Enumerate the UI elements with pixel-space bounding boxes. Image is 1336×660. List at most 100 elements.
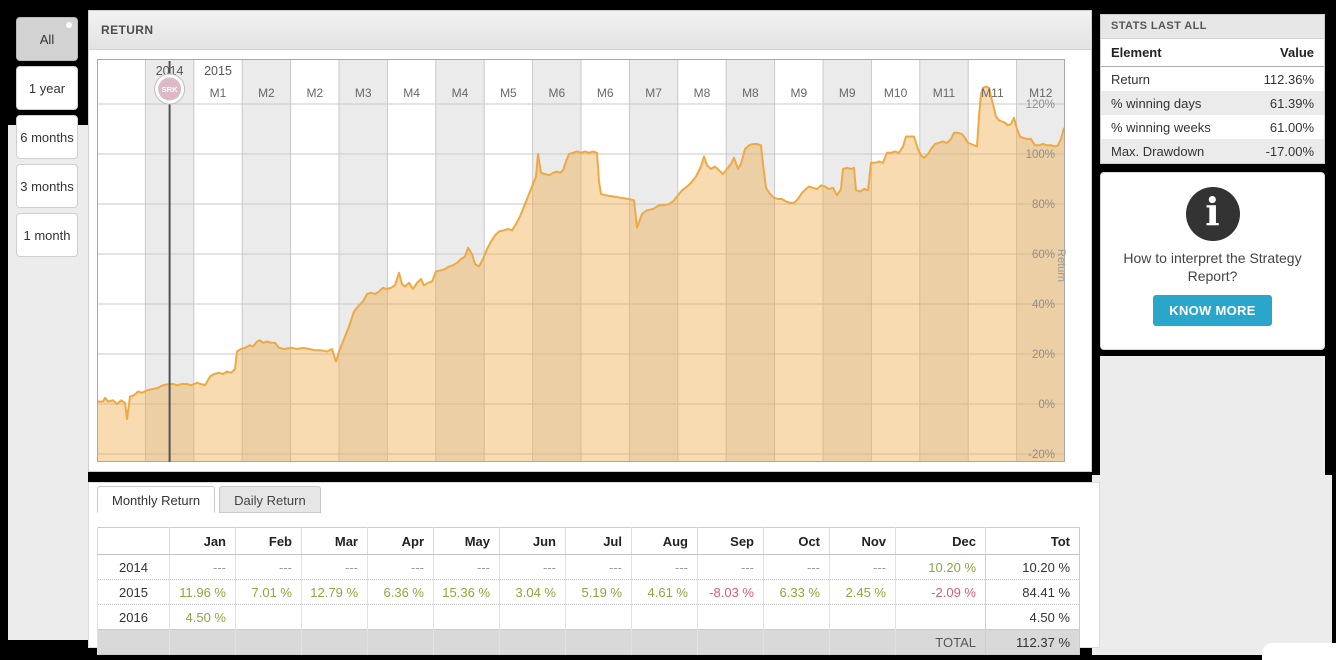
stat-value: 112.36% xyxy=(1263,71,1314,87)
month-col-header: Jun xyxy=(499,527,566,555)
stats-panel-title: STATS LAST ALL xyxy=(1101,15,1324,39)
info-icon: i xyxy=(1185,187,1240,241)
month-return-cell: 3.04 % xyxy=(499,579,566,605)
month-return-cell xyxy=(565,604,632,630)
month-return-cell: --- xyxy=(367,554,434,580)
month-return-cell: 4.61 % xyxy=(631,579,698,605)
stat-element: Return xyxy=(1111,71,1151,87)
month-label: M10 xyxy=(884,86,908,100)
month-col-header: Mar xyxy=(301,527,368,555)
stat-value: 61.00% xyxy=(1269,119,1314,135)
month-return-cell: -2.09 % xyxy=(895,579,986,605)
month-return-cell xyxy=(499,604,566,630)
y-axis-title: Return xyxy=(1055,249,1067,283)
tab-daily-return[interactable]: Daily Return xyxy=(219,486,321,513)
month-return-cell: 6.33 % xyxy=(763,579,830,605)
stats-row: Return 112.36% xyxy=(1101,67,1324,91)
month-return-cell: 11.96 % xyxy=(169,579,236,605)
year-cell: 2016 xyxy=(97,604,170,630)
returns-table-panel: Monthly Return Daily Return Jan Feb Mar Apr M… xyxy=(88,482,1100,655)
strategy-marker-label: SRK xyxy=(162,85,178,94)
help-info-card: i How to interpret the Strategy Report? … xyxy=(1100,172,1325,350)
month-return-cell: 2.45 % xyxy=(829,579,896,605)
month-return-cell: --- xyxy=(499,554,566,580)
month-col-header: May xyxy=(433,527,500,555)
know-more-button[interactable]: KNOW MORE xyxy=(1153,295,1272,326)
month-return-cell xyxy=(829,604,896,630)
month-return-cell xyxy=(697,604,764,630)
month-return-cell: --- xyxy=(565,554,632,580)
y-tick-label: 40% xyxy=(1032,299,1055,311)
month-return-cell: --- xyxy=(763,554,830,580)
month-return-cell: 15.36 % xyxy=(433,579,500,605)
month-label: M9 xyxy=(839,86,856,100)
month-label: M7 xyxy=(645,86,662,100)
month-label: M6 xyxy=(597,86,614,100)
y-tick-label: 0% xyxy=(1038,399,1055,411)
empty-cell xyxy=(565,629,632,655)
range-button-1-month[interactable]: 1 month xyxy=(16,213,78,257)
stats-panel: STATS LAST ALL Element Value Return 112.3… xyxy=(1100,14,1325,164)
stat-element: % winning days xyxy=(1111,95,1202,111)
y-tick-label: 20% xyxy=(1032,349,1055,361)
month-return-cell: 5.19 % xyxy=(565,579,632,605)
empty-cell xyxy=(169,629,236,655)
month-label: M3 xyxy=(355,86,372,100)
stat-element: % winning weeks xyxy=(1111,119,1211,135)
month-return-cell xyxy=(301,604,368,630)
stats-col-value: Value xyxy=(1280,45,1314,60)
month-return-cell: --- xyxy=(697,554,764,580)
range-button-6-months[interactable]: 6 months xyxy=(16,115,78,159)
y-tick-label: -20% xyxy=(1028,449,1055,461)
range-button-1-year[interactable]: 1 year xyxy=(16,66,78,110)
empty-cell xyxy=(97,629,170,655)
month-col-header: Feb xyxy=(235,527,302,555)
return-chart-svg: 2014 2015 M1 M2 M2 M3 M4 M4 M5 M6 M6 M7 M8 M8 M9 M9 M10 M… xyxy=(97,59,1065,462)
month-return-cell xyxy=(763,604,830,630)
empty-cell xyxy=(499,629,566,655)
tab-monthly-return[interactable]: Monthly Return xyxy=(97,486,216,513)
stat-value: -17.00% xyxy=(1265,143,1314,159)
month-label: M2 xyxy=(306,86,323,100)
month-label: M2 xyxy=(258,86,275,100)
year-total-cell: 84.41 % xyxy=(985,579,1080,605)
month-return-cell: --- xyxy=(301,554,368,580)
right-column-background xyxy=(1100,356,1325,475)
stat-value: 61.39% xyxy=(1269,95,1314,111)
year-total-cell: 4.50 % xyxy=(985,604,1080,630)
month-col-header: Apr xyxy=(367,527,434,555)
range-button-3-months[interactable]: 3 months xyxy=(16,164,78,208)
total-label-cell: TOTAL xyxy=(895,629,986,655)
feedback-widget-corner[interactable] xyxy=(1262,643,1336,660)
monthly-return-table: Jan Feb Mar Apr May Jun Jul Aug Sep Oct Nov Dec Tot … xyxy=(97,527,1080,655)
month-col-header: Jan xyxy=(169,527,236,555)
empty-cell xyxy=(301,629,368,655)
month-label: M5 xyxy=(500,86,517,100)
empty-cell xyxy=(235,629,302,655)
stat-element: Max. Drawdown xyxy=(1111,143,1205,159)
month-return-cell: --- xyxy=(235,554,302,580)
empty-cell xyxy=(829,629,896,655)
year-label: 2014 xyxy=(156,64,184,78)
month-return-cell: --- xyxy=(433,554,500,580)
month-col-header: Tot xyxy=(985,527,1080,555)
month-return-cell: 12.79 % xyxy=(301,579,368,605)
month-label: M11 xyxy=(981,86,1004,100)
month-return-cell: 10.20 % xyxy=(895,554,986,580)
month-label: M4 xyxy=(452,86,469,100)
sidebar-background xyxy=(8,125,88,640)
table-row-2015: 2015 11.96 % 7.01 % 12.79 % 6.36 % 15.36 % 3.0… xyxy=(97,579,1080,605)
month-return-cell: --- xyxy=(631,554,698,580)
return-chart[interactable]: 2014 2015 M1 M2 M2 M3 M4 M4 M5 M6 M6 M7 M8 M8 M9 M9 M10 M… xyxy=(97,59,1065,462)
year-total-cell: 10.20 % xyxy=(985,554,1080,580)
month-return-cell xyxy=(367,604,434,630)
month-col-header: Jul xyxy=(565,527,632,555)
y-tick-label: 60% xyxy=(1032,249,1055,261)
month-return-cell xyxy=(895,604,986,630)
range-button-all[interactable]: All xyxy=(16,17,78,61)
month-label: M11 xyxy=(933,86,956,100)
table-row-2014: 2014 --- --- --- --- --- --- --- --- --- --- --- 10.… xyxy=(97,554,1080,580)
month-return-cell: 7.01 % xyxy=(235,579,302,605)
month-col-header: Oct xyxy=(763,527,830,555)
